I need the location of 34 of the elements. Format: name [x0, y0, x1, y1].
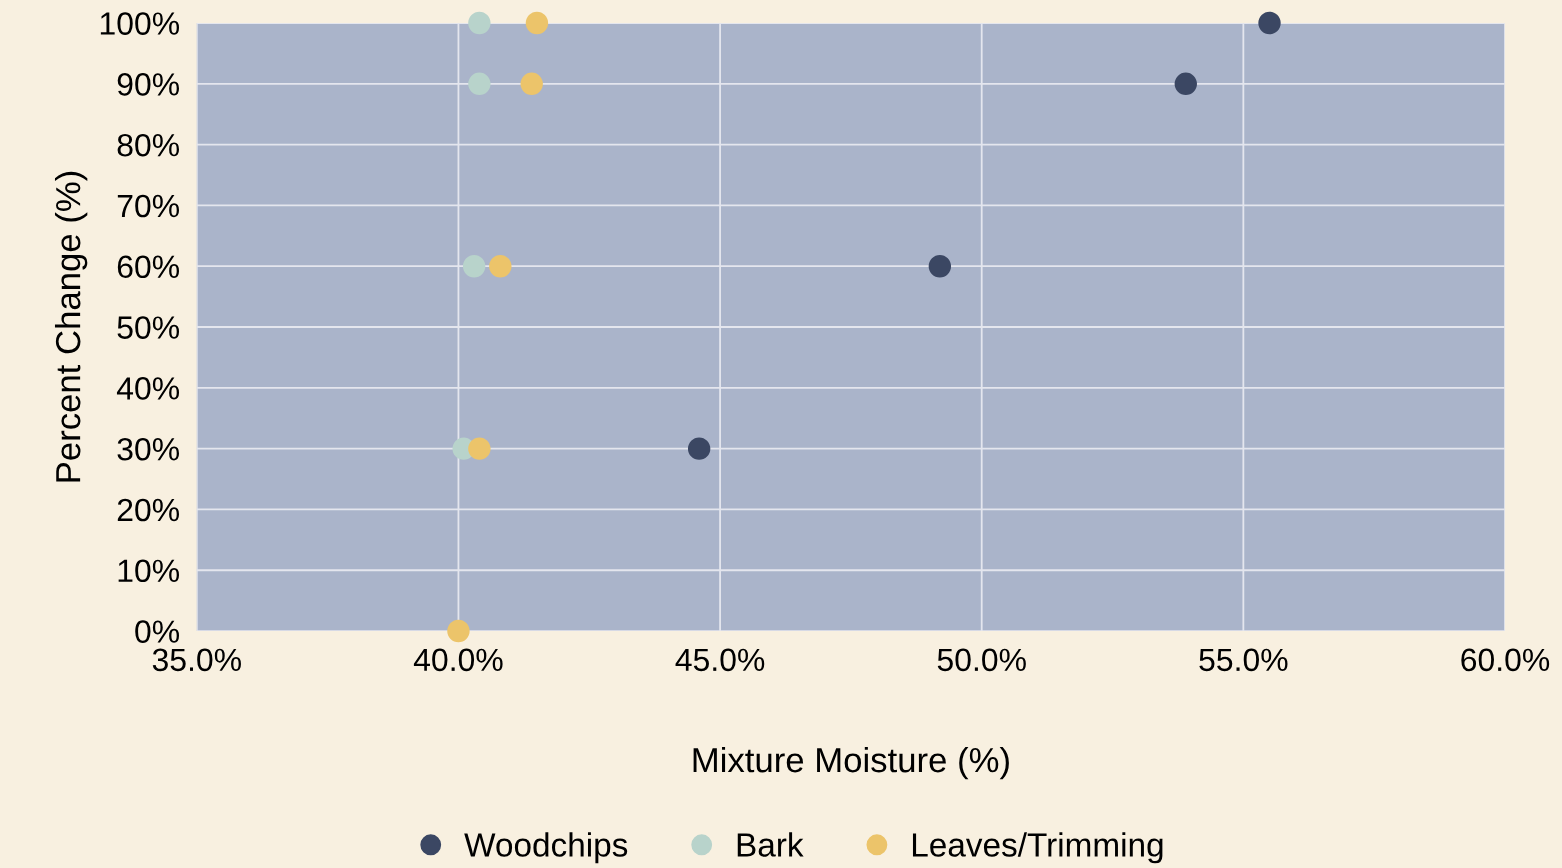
- x-tick-label: 50.0%: [937, 648, 1026, 672]
- point: [468, 11, 491, 35]
- y-tick-label: 70%: [117, 194, 180, 218]
- point: [687, 437, 711, 460]
- point: [520, 72, 543, 95]
- x-tick-label: 55.0%: [1199, 648, 1288, 672]
- point: [468, 72, 491, 95]
- y-tick-label: 20%: [117, 498, 180, 522]
- x-tick-label: 60.0%: [1461, 648, 1550, 672]
- y-tick-label: 100%: [100, 12, 180, 35]
- point: [489, 255, 512, 278]
- point: [928, 255, 952, 278]
- point: [1174, 72, 1197, 95]
- y-tick-label: 60%: [117, 255, 180, 279]
- y-tick-label: 0%: [135, 620, 180, 643]
- x-tick-label: 45.0%: [675, 648, 765, 672]
- y-tick-label: 80%: [117, 133, 180, 157]
- legend-label: Woodchips: [464, 832, 628, 864]
- point: [1258, 11, 1281, 35]
- point: [468, 437, 491, 460]
- x-tick-label: 40.0%: [413, 648, 503, 672]
- point: [525, 11, 549, 35]
- x-axis-title: Mixture Moisture (%): [693, 746, 1009, 780]
- point: [462, 255, 486, 278]
- x-tick-label: 35.0%: [152, 648, 241, 672]
- y-tick-label: 40%: [116, 377, 180, 400]
- y-tick-label: 30%: [117, 437, 180, 461]
- legend-label: Leaves/Trimming: [912, 832, 1163, 864]
- y-tick-label: 10%: [118, 559, 180, 583]
- y-axis-title: Percent Change (%): [54, 171, 88, 482]
- y-tick-label: 50%: [117, 316, 180, 339]
- point: [447, 619, 470, 643]
- legend-label: Bark: [737, 832, 804, 857]
- y-tick-label: 90%: [117, 73, 180, 96]
